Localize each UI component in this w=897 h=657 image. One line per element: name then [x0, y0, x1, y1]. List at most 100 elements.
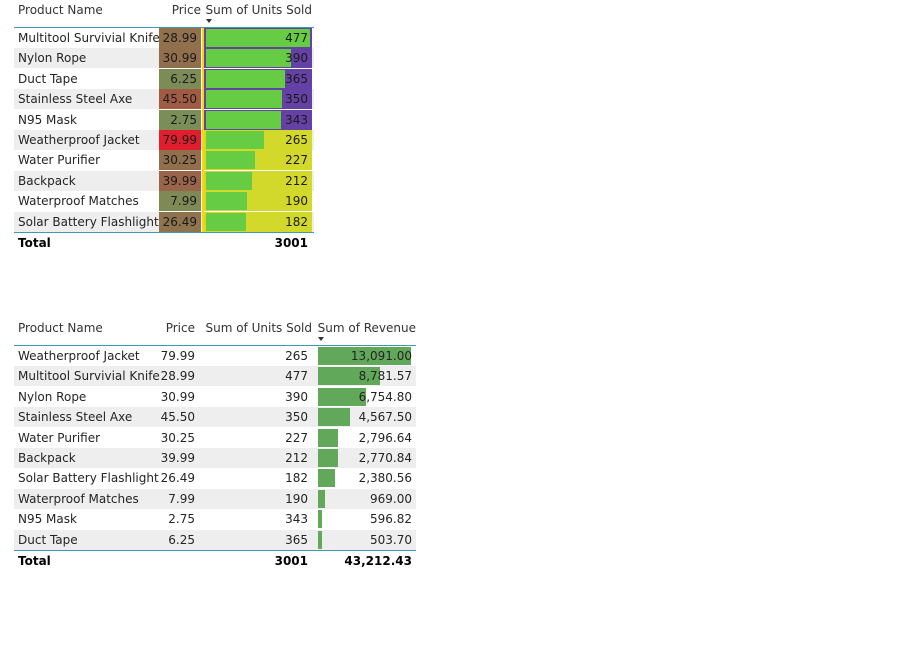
product-name-cell: N95 Mask	[18, 512, 77, 527]
product-name-cell: Duct Tape	[18, 532, 78, 547]
product-name-cell: Stainless Steel Axe	[18, 92, 133, 107]
price-cell: 79.99	[160, 349, 195, 363]
price-cell: 79.99	[162, 133, 197, 147]
total-label: Total	[18, 554, 51, 568]
price-color-scale-cell	[159, 130, 201, 150]
units-sold-cell: 390	[285, 51, 308, 66]
total-label: Total	[18, 236, 51, 250]
table-row[interactable]: Nylon Rope 30.99 390	[14, 48, 314, 69]
price-color-scale-cell	[159, 68, 201, 89]
price-cell: 30.25	[162, 153, 197, 168]
column-header-product-name: Product Name	[18, 321, 103, 335]
revenue-cell: 6,754.80	[358, 389, 412, 404]
table-row[interactable]: Backpack 39.99 212	[14, 170, 314, 191]
table-row[interactable]: Waterproof Matches 7.99 190	[14, 191, 314, 212]
units-sold-cell: 190	[285, 194, 308, 209]
price-color-scale-cell	[159, 211, 201, 232]
column-header-price[interactable]: Price	[171, 3, 201, 17]
units-data-bar	[206, 29, 310, 47]
product-name-cell: Backpack	[18, 451, 76, 465]
price-cell: 39.99	[162, 173, 197, 188]
units-sold-cell: 365	[285, 71, 308, 86]
price-cell: 2.75	[170, 112, 197, 127]
revenue-data-bar	[318, 530, 322, 549]
units-data-bar	[206, 192, 247, 211]
revenue-cell: 2,380.56	[358, 471, 412, 486]
price-cell: 26.49	[160, 471, 195, 486]
revenue-data-bar	[318, 510, 322, 529]
price-cell: 28.99	[160, 369, 195, 384]
price-color-scale-cell	[159, 89, 201, 110]
price-cell: 7.99	[170, 194, 197, 209]
table-row[interactable]: Waterproof Matches 7.99 190 969.00	[14, 488, 416, 509]
units-sold-cell: 182	[285, 471, 308, 486]
sort-descending-icon[interactable]	[318, 337, 324, 341]
table-row[interactable]: Water Purifier 30.25 227	[14, 150, 314, 171]
units-sold-cell: 343	[285, 512, 308, 527]
price-color-scale-cell	[159, 170, 201, 191]
revenue-data-bar	[318, 347, 411, 365]
units-sold-cell: 190	[285, 491, 308, 506]
product-name-cell: Waterproof Matches	[18, 491, 139, 506]
table-row[interactable]: Backpack 39.99 212 2,770.84	[14, 448, 416, 468]
revenue-data-bar	[318, 489, 325, 508]
product-name-cell: Nylon Rope	[18, 389, 87, 404]
sort-descending-icon[interactable]	[206, 19, 212, 23]
units-data-bar	[206, 151, 255, 170]
table-row[interactable]: Stainless Steel Axe 45.50 350	[14, 89, 314, 110]
price-color-scale-cell	[159, 48, 201, 69]
table-row[interactable]: Weatherproof Jacket 79.99 265	[14, 130, 314, 150]
table-row[interactable]: N95 Mask 2.75 343	[14, 109, 314, 130]
product-name-cell: Multitool Survivial Knife	[18, 31, 160, 45]
revenue-cell: 2,796.64	[358, 430, 412, 445]
units-sold-cell: 227	[285, 153, 308, 168]
table-row[interactable]: Multitool Survivial Knife 28.99 477	[14, 28, 314, 48]
column-header-units-sold[interactable]: Sum of Units Sold	[205, 321, 312, 335]
table-row[interactable]: Duct Tape 6.25 365	[14, 68, 314, 89]
units-sold-cell: 227	[285, 430, 308, 445]
price-color-scale-cell	[159, 191, 201, 212]
units-sold-cell: 477	[285, 31, 308, 45]
units-sold-cell: 343	[285, 112, 308, 127]
revenue-data-bar	[318, 469, 335, 488]
units-data-bar	[206, 69, 285, 88]
product-name-cell: Backpack	[18, 173, 76, 188]
total-units-sold: 3001	[274, 554, 308, 568]
units-sold-cell: 212	[285, 173, 308, 188]
table2-header-row: Product Name Price Sum of Units Sold Sum of…	[14, 318, 416, 338]
table-row[interactable]: Stainless Steel Axe 45.50 350 4,567.50	[14, 407, 416, 428]
units-data-bar	[206, 90, 282, 109]
column-header-units-sold[interactable]: Sum of Units Sold	[205, 3, 312, 17]
table-row[interactable]: Multitool Survivial Knife 28.99 477 8,781.5…	[14, 366, 416, 387]
price-cell: 45.50	[162, 92, 197, 107]
table-row[interactable]: Duct Tape 6.25 365 503.70	[14, 529, 416, 550]
price-cell: 30.99	[162, 51, 197, 66]
total-rule	[14, 550, 416, 551]
table-row[interactable]: Nylon Rope 30.99 390 6,754.80	[14, 387, 416, 407]
units-data-bar	[206, 49, 291, 68]
table-row[interactable]: Weatherproof Jacket 79.99 265 13,091.00	[14, 346, 416, 366]
revenue-cell: 596.82	[370, 512, 412, 527]
revenue-data-bar	[318, 387, 366, 406]
table-row[interactable]: Water Purifier 30.25 227 2,796.64	[14, 428, 416, 448]
units-sold-cell: 365	[285, 532, 308, 547]
table-row[interactable]: Solar Battery Flashlight 26.49 182 2,380.56	[14, 468, 416, 488]
product-name-cell: Weatherproof Jacket	[18, 133, 140, 147]
revenue-cell: 969.00	[370, 491, 412, 506]
column-header-revenue[interactable]: Sum of Revenue	[317, 321, 416, 335]
table-row[interactable]: N95 Mask 2.75 343 596.82	[14, 509, 416, 529]
product-name-cell: Waterproof Matches	[18, 194, 139, 209]
total-units-sold: 3001	[274, 236, 308, 250]
revenue-data-bar	[318, 428, 338, 447]
table1-header-row: Product Name Price Sum of Units Sold	[14, 0, 314, 20]
price-cell: 30.99	[160, 389, 195, 404]
units-sold-cell: 350	[285, 410, 308, 425]
units-data-bar	[206, 212, 246, 231]
column-header-price[interactable]: Price	[165, 321, 195, 335]
price-cell: 26.49	[162, 214, 197, 229]
revenue-matrix-table: Product Name Price Sum of Units Sold Sum of…	[14, 318, 416, 570]
price-cell: 45.50	[160, 410, 195, 425]
product-name-cell: Nylon Rope	[18, 51, 87, 66]
table-row[interactable]: Solar Battery Flashlight 26.49 182	[14, 211, 314, 232]
column-header-product-name: Product Name	[18, 3, 103, 17]
